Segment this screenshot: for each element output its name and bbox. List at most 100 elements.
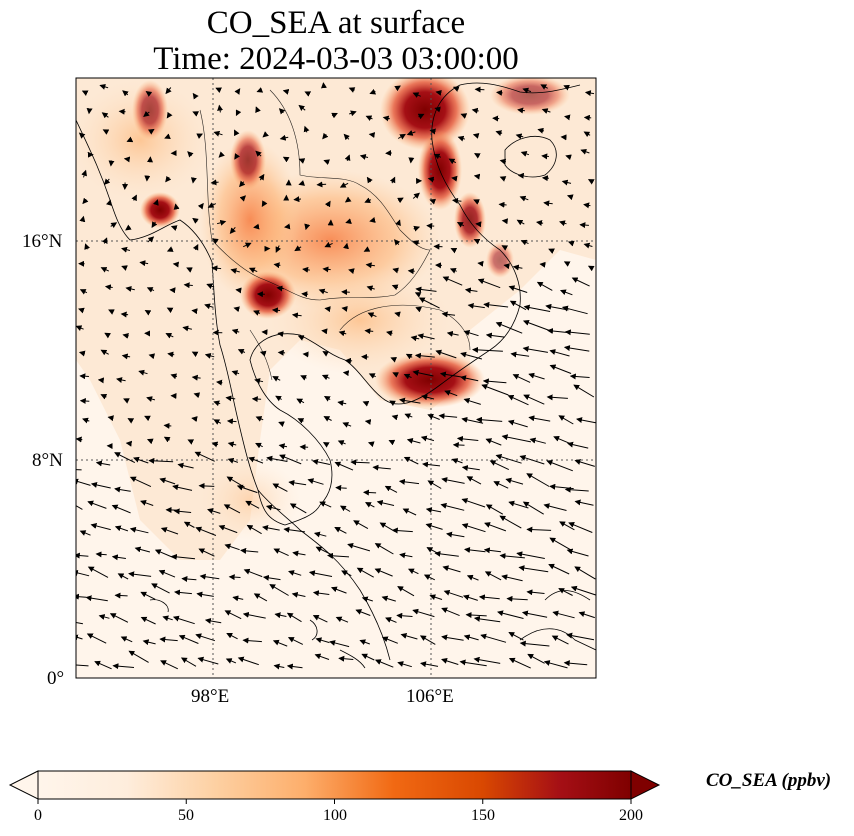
wind-arrow — [584, 90, 595, 97]
hotspot-vietnam-central — [486, 242, 514, 278]
wind-arrow — [118, 108, 126, 115]
colorbar — [8, 770, 661, 804]
wind-arrow — [551, 635, 569, 645]
wind-arrow — [76, 634, 83, 641]
wind-arrow — [540, 84, 548, 90]
wind-arrow — [523, 394, 545, 405]
wind-arrow — [286, 663, 303, 670]
wind-arrow — [148, 353, 156, 360]
wind-arrow — [76, 570, 90, 577]
wind-arrow — [255, 150, 262, 157]
wind-arrow — [144, 415, 151, 422]
wind-arrow — [318, 288, 328, 295]
wind-arrow — [123, 398, 130, 404]
wind-arrow — [300, 375, 307, 381]
wind-arrow — [461, 465, 480, 471]
wind-arrow — [159, 477, 176, 485]
wind-arrow — [391, 527, 413, 534]
wind-arrow — [503, 263, 510, 270]
wind-arrow — [443, 589, 464, 598]
wind-arrow — [467, 302, 485, 309]
wind-arrow — [291, 312, 302, 319]
wind-arrow — [95, 551, 107, 558]
wind-arrow — [527, 653, 545, 664]
wind-arrow — [583, 131, 591, 138]
wind-arrow — [516, 551, 545, 559]
wind-arrow — [277, 349, 286, 356]
wind-arrow — [509, 300, 527, 311]
wind-arrow — [558, 415, 574, 425]
wind-arrow — [460, 351, 483, 360]
wind-arrow — [444, 390, 458, 397]
wind-arrow — [330, 586, 347, 594]
wind-arrow — [415, 286, 437, 293]
wind-arrow — [386, 330, 393, 337]
wind-arrow — [321, 328, 328, 335]
wind-arrow — [566, 632, 595, 641]
wind-arrow — [348, 87, 356, 93]
hotspot-red-river — [380, 78, 470, 150]
wind-arrow — [216, 379, 223, 386]
wind-arrow — [348, 268, 355, 275]
wind-arrow — [278, 421, 285, 427]
wind-arrow — [571, 277, 590, 287]
wind-arrow — [78, 350, 86, 357]
wind-arrow — [451, 175, 458, 182]
wind-arrow — [567, 441, 589, 449]
wind-arrow — [271, 307, 281, 314]
wind-arrow — [583, 114, 592, 121]
wind-arrow — [316, 181, 327, 188]
wind-arrow — [392, 372, 400, 378]
wind-arrow — [274, 612, 287, 619]
wind-arrow — [301, 291, 309, 298]
colorbar-tick-0: 0 — [34, 807, 42, 824]
wind-arrow — [192, 217, 199, 224]
wind-arrow — [418, 297, 440, 309]
wind-arrow — [566, 194, 574, 201]
wind-arrow — [303, 125, 310, 133]
wind-arrow — [225, 395, 236, 402]
wind-arrow — [140, 591, 156, 600]
wind-arrow — [82, 197, 89, 205]
lon-tick-98e: 98°E — [191, 686, 230, 707]
wind-arrow — [236, 484, 258, 494]
wind-arrow — [483, 547, 501, 554]
wind-arrow — [100, 267, 110, 273]
wind-arrow — [292, 550, 306, 557]
wind-arrow — [170, 373, 178, 380]
wind-arrow — [269, 584, 289, 596]
wind-arrow — [451, 458, 463, 464]
wind-arrow — [362, 489, 377, 496]
wind-arrow — [406, 130, 416, 136]
wind-arrow — [368, 132, 376, 138]
wind-arrow — [337, 400, 347, 407]
wind-arrow — [297, 335, 305, 341]
colorbar-extend-min — [8, 770, 39, 800]
wind-arrow — [508, 657, 531, 669]
wind-arrow — [170, 225, 178, 231]
wind-arrow — [112, 663, 135, 670]
wind-arrow — [412, 240, 420, 246]
wind-arrow — [197, 202, 204, 210]
wind-arrow — [253, 593, 268, 602]
wind-arrow — [294, 245, 302, 252]
wind-arrow — [564, 486, 589, 493]
wind-arrow — [456, 435, 479, 442]
wind-arrow — [452, 197, 462, 204]
wind-arrow — [140, 500, 154, 506]
wind-arrow — [172, 615, 195, 625]
wind-arrow — [587, 179, 595, 185]
wind-arrow — [493, 481, 509, 489]
wind-arrow — [102, 129, 110, 135]
wind-arrow — [117, 573, 129, 580]
wind-arrow — [129, 526, 149, 534]
wind-arrow — [293, 196, 302, 203]
wind-arrow — [397, 586, 415, 597]
wind-arrow — [485, 504, 504, 515]
wind-arrow — [327, 552, 350, 559]
plume-myanmar-east — [200, 140, 300, 300]
wind-arrow — [224, 610, 242, 620]
wind-arrow — [395, 219, 401, 227]
wind-arrow — [384, 485, 398, 493]
wind-arrow — [272, 483, 288, 492]
